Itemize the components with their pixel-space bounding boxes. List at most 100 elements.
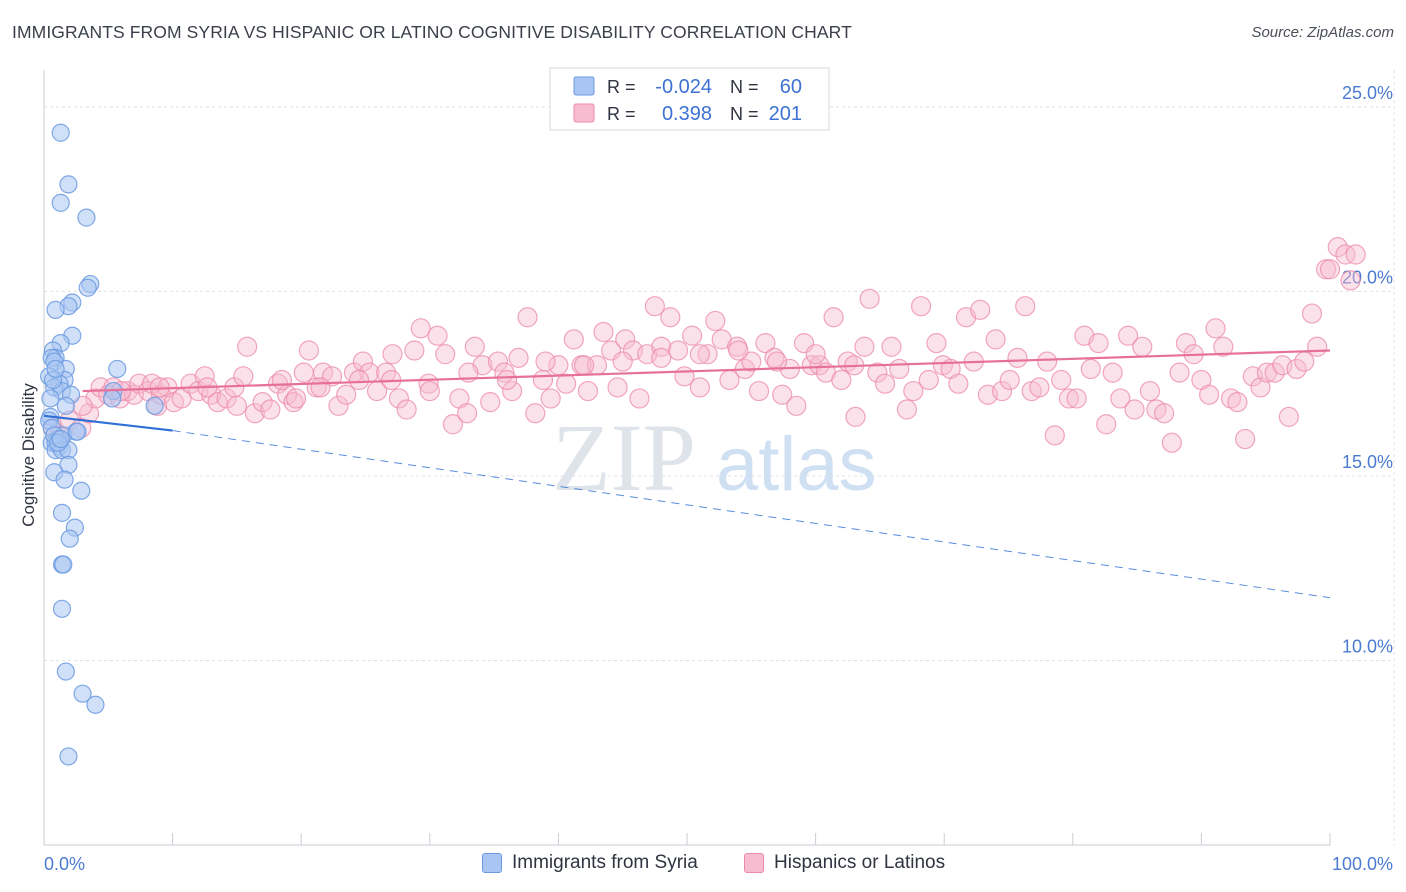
chart-title: IMMIGRANTS FROM SYRIA VS HISPANIC OR LAT… bbox=[12, 22, 852, 42]
point-hispanic-89 bbox=[689, 377, 710, 398]
point-hispanic-195 bbox=[651, 347, 672, 368]
point-hispanic-58 bbox=[456, 403, 478, 424]
point-hispanic-28 bbox=[237, 336, 258, 357]
point-syria-46 bbox=[60, 529, 79, 548]
point-syria-16 bbox=[108, 359, 127, 379]
y-tick-label: 25.0% bbox=[1342, 83, 1393, 103]
point-hispanic-31 bbox=[260, 399, 281, 420]
point-hispanic-100 bbox=[772, 384, 793, 405]
point-hispanic-52 bbox=[410, 318, 431, 339]
point-hispanic-170 bbox=[1286, 358, 1307, 380]
point-syria-59 bbox=[46, 359, 65, 379]
point-syria-51 bbox=[73, 684, 92, 703]
point-hispanic-169 bbox=[1278, 406, 1299, 428]
point-hispanic-184 bbox=[226, 395, 247, 416]
point-hispanic-111 bbox=[854, 336, 875, 357]
legend-swatch-hispanic bbox=[744, 853, 764, 873]
tick-labels: 10.0%15.0%20.0%25.0%0.0% 100.0% bbox=[44, 83, 1393, 874]
trendlines bbox=[43, 349, 1331, 432]
point-hispanic-35 bbox=[285, 388, 307, 409]
point-hispanic-144 bbox=[1096, 414, 1117, 435]
point-hispanic-186 bbox=[310, 377, 331, 398]
point-hispanic-108 bbox=[831, 369, 852, 391]
point-hispanic-48 bbox=[382, 344, 403, 365]
point-syria-27 bbox=[145, 396, 164, 415]
point-hispanic-56 bbox=[442, 414, 464, 435]
point-hispanic-29 bbox=[244, 403, 266, 424]
point-hispanic-116 bbox=[889, 358, 910, 380]
point-hispanic-147 bbox=[1117, 325, 1139, 346]
axes bbox=[43, 70, 1331, 846]
point-hispanic-37 bbox=[298, 340, 320, 361]
point-hispanic-68 bbox=[532, 369, 554, 391]
point-hispanic-133 bbox=[1015, 296, 1036, 317]
point-hispanic-84 bbox=[651, 336, 672, 357]
point-hispanic-54 bbox=[427, 325, 448, 346]
point-hispanic-150 bbox=[1139, 380, 1161, 402]
point-hispanic-163 bbox=[1235, 428, 1256, 450]
y-axis-label: Cognitive Disability bbox=[19, 383, 38, 527]
stats-n-label-syria: N = bbox=[730, 77, 759, 97]
point-hispanic-115 bbox=[881, 336, 902, 357]
point-hispanic-130 bbox=[991, 380, 1013, 402]
point-hispanic-177 bbox=[1335, 244, 1356, 265]
bottom-legend: Immigrants from Syria Hispanics or Latin… bbox=[0, 852, 1406, 878]
point-hispanic-83 bbox=[644, 296, 665, 317]
point-hispanic-154 bbox=[1169, 362, 1190, 383]
point-syria-5 bbox=[78, 278, 97, 297]
point-hispanic-196 bbox=[689, 344, 710, 365]
point-syria-53 bbox=[59, 747, 78, 766]
point-hispanic-173 bbox=[1307, 336, 1328, 357]
source-label: Source: ZipAtlas.com bbox=[1251, 24, 1394, 41]
point-hispanic-199 bbox=[805, 344, 826, 365]
point-hispanic-153 bbox=[1161, 432, 1182, 453]
point-hispanic-65 bbox=[508, 347, 529, 368]
point-hispanic-64 bbox=[502, 380, 523, 402]
stats-swatch-hispanic bbox=[573, 103, 595, 123]
point-hispanic-19 bbox=[171, 388, 192, 409]
legend-label-syria: Immigrants from Syria bbox=[512, 852, 698, 873]
point-hispanic-178 bbox=[1340, 270, 1361, 291]
point-syria-58 bbox=[68, 422, 87, 441]
point-hispanic-110 bbox=[845, 406, 866, 428]
stats-swatch-syria bbox=[573, 76, 595, 96]
y-tick-label: 15.0% bbox=[1342, 452, 1393, 472]
point-syria-25 bbox=[103, 389, 122, 408]
point-hispanic-137 bbox=[1044, 425, 1065, 446]
point-hispanic-135 bbox=[1029, 377, 1050, 398]
watermark-atlas: atlas bbox=[716, 422, 877, 507]
point-hispanic-189 bbox=[419, 380, 440, 402]
point-syria-44 bbox=[52, 503, 72, 522]
point-syria-1 bbox=[59, 175, 78, 194]
point-hispanic-159 bbox=[1205, 318, 1226, 339]
watermark: ZIP atlas bbox=[552, 404, 877, 511]
point-hispanic-127 bbox=[970, 299, 991, 320]
legend-label-hispanic: Hispanics or Latinos bbox=[774, 852, 946, 873]
point-hispanic-136 bbox=[1036, 351, 1058, 372]
point-hispanic-121 bbox=[926, 332, 947, 354]
point-hispanic-152 bbox=[1154, 403, 1175, 424]
x-tick-label-max: 100.0% bbox=[1332, 854, 1393, 874]
point-hispanic-85 bbox=[660, 307, 681, 328]
point-hispanic-27 bbox=[233, 366, 254, 387]
point-hispanic-191 bbox=[496, 369, 518, 391]
stats-n-label-hispanic: N = bbox=[730, 104, 759, 124]
point-hispanic-198 bbox=[766, 351, 788, 372]
point-hispanic-76 bbox=[593, 321, 614, 343]
point-hispanic-78 bbox=[607, 377, 628, 398]
point-hispanic-90 bbox=[697, 344, 718, 365]
point-hispanic-50 bbox=[396, 399, 417, 420]
point-syria-3 bbox=[77, 208, 96, 227]
point-hispanic-88 bbox=[682, 325, 703, 346]
point-hispanic-143 bbox=[1088, 332, 1109, 354]
point-hispanic-149 bbox=[1132, 336, 1153, 357]
point-syria-2 bbox=[51, 193, 70, 212]
stats-n-value-hispanic: 201 bbox=[769, 103, 802, 125]
point-hispanic-74 bbox=[577, 380, 599, 402]
point-hispanic-175 bbox=[1319, 259, 1341, 280]
point-hispanic-119 bbox=[910, 296, 932, 317]
point-hispanic-132 bbox=[1007, 347, 1028, 368]
point-hispanic-131 bbox=[999, 369, 1020, 391]
point-hispanic-176 bbox=[1327, 237, 1348, 258]
point-hispanic-91 bbox=[705, 310, 726, 332]
